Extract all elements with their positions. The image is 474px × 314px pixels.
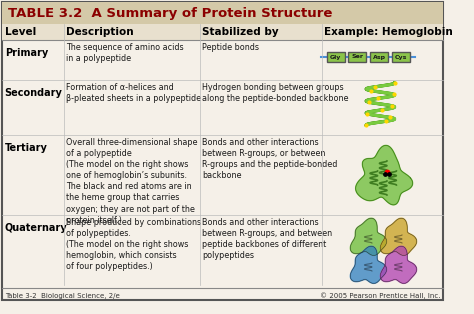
Polygon shape [380,246,417,284]
Point [386,115,393,120]
Text: Shape produced by combinations
of polypeptides.
(The model on the right shows
he: Shape produced by combinations of polype… [66,218,201,271]
Text: Table 3-2  Biological Science, 2/e: Table 3-2 Biological Science, 2/e [5,293,119,299]
FancyBboxPatch shape [2,2,443,24]
Point [391,80,398,85]
Point [381,171,389,176]
Point [385,171,392,176]
Text: © 2005 Pearson Prentice Hall, Inc.: © 2005 Pearson Prentice Hall, Inc. [320,293,440,299]
Point [383,170,391,175]
FancyBboxPatch shape [348,52,366,62]
Text: Ser: Ser [351,55,364,59]
Text: Gly: Gly [330,55,341,59]
FancyBboxPatch shape [370,52,388,62]
FancyBboxPatch shape [327,52,345,62]
Point [390,92,398,97]
Point [363,111,371,116]
Text: Bonds and other interactions
between R-groups, and between
peptide backbones of : Bonds and other interactions between R-g… [202,218,332,260]
Text: Hydrogen bonding between groups
along the peptide-bonded backbone: Hydrogen bonding between groups along th… [202,83,348,103]
Polygon shape [380,218,417,255]
Polygon shape [350,218,387,255]
Text: Stabilized by: Stabilized by [202,27,279,37]
Text: Bonds and other interactions
between R-groups, or between
R-groups and the pepti: Bonds and other interactions between R-g… [202,138,337,180]
Point [374,96,382,101]
Text: Formation of α-helices and
β-pleated sheets in a polypeptide: Formation of α-helices and β-pleated she… [66,83,201,103]
Point [389,103,396,108]
Text: Level: Level [5,27,36,37]
Point [367,88,375,93]
Text: Cys: Cys [394,55,407,59]
Text: Asp: Asp [373,55,385,59]
Point [379,107,386,112]
FancyBboxPatch shape [392,52,410,62]
Text: Description: Description [66,27,133,37]
Polygon shape [356,145,413,205]
Text: TABLE 3.2  A Summary of Protein Structure: TABLE 3.2 A Summary of Protein Structure [8,7,332,19]
Text: Secondary: Secondary [5,88,63,98]
Text: The sequence of amino acids
in a polypeptide: The sequence of amino acids in a polypep… [66,43,183,63]
Text: Overall three-dimensional shape
of a polypeptide
(The model on the right shows
o: Overall three-dimensional shape of a pol… [66,138,197,225]
Text: Tertiary: Tertiary [5,143,47,153]
FancyBboxPatch shape [2,24,443,40]
Point [383,119,390,124]
Point [365,100,373,105]
FancyBboxPatch shape [2,2,443,300]
Text: Peptide bonds: Peptide bonds [202,43,259,52]
Polygon shape [350,246,387,284]
Text: Primary: Primary [5,48,48,58]
Text: Example: Hemoglobin: Example: Hemoglobin [324,27,453,37]
Text: Quaternary: Quaternary [5,223,67,233]
Point [363,122,370,127]
Point [371,84,378,89]
